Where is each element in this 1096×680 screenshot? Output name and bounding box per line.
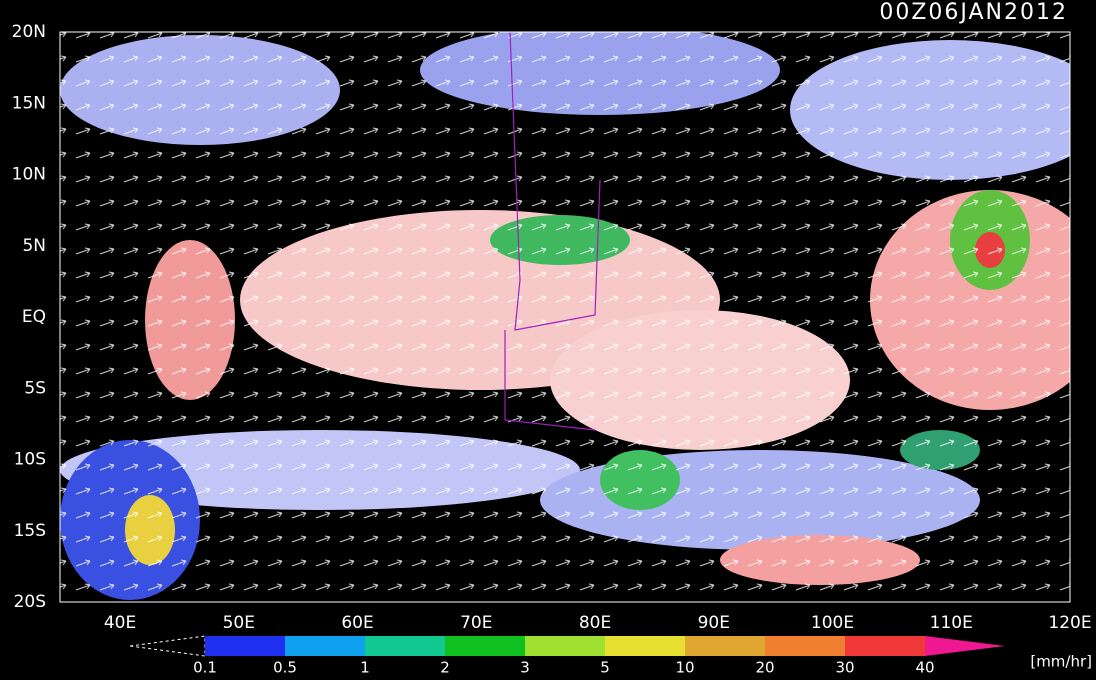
lat-label: 10N bbox=[12, 165, 46, 185]
colorbar-label: 0.5 bbox=[273, 659, 297, 677]
colorbar-label: 10 bbox=[675, 659, 694, 677]
lon-label: 100E bbox=[811, 613, 854, 633]
colorbar-segment bbox=[525, 636, 605, 656]
lon-axis: 40E 50E 60E 70E 80E 90E 100E 110E 120E bbox=[104, 613, 1092, 633]
colorbar-unit: [mm/hr] bbox=[1030, 653, 1092, 671]
colorbar-segment bbox=[685, 636, 765, 656]
colorbar-label: 0.1 bbox=[193, 659, 217, 677]
colorbar-segment bbox=[445, 636, 525, 656]
lat-label: 5N bbox=[22, 236, 46, 256]
colorbar-segment bbox=[365, 636, 445, 656]
colorbar-segment bbox=[765, 636, 845, 656]
lon-label: 60E bbox=[341, 613, 373, 633]
plot-frame bbox=[59, 31, 1071, 603]
colorbar-segment bbox=[605, 636, 685, 656]
colorbar-label: 5 bbox=[600, 659, 610, 677]
lon-label: 70E bbox=[460, 613, 492, 633]
lat-label: 5S bbox=[24, 378, 46, 398]
lat-label: EQ bbox=[22, 307, 46, 327]
lon-label: 40E bbox=[104, 613, 136, 633]
colorbar-label: 30 bbox=[835, 659, 854, 677]
lon-label: 90E bbox=[698, 613, 730, 633]
colorbar-segment bbox=[845, 636, 925, 656]
colorbar-label: 20 bbox=[755, 659, 774, 677]
colorbar-label: 1 bbox=[360, 659, 370, 677]
lat-label: 15N bbox=[12, 93, 46, 113]
colorbar-over bbox=[925, 636, 1005, 656]
lon-label: 80E bbox=[579, 613, 611, 633]
colorbar-label: 2 bbox=[440, 659, 450, 677]
lat-label: 20S bbox=[14, 592, 46, 612]
colorbar-segment bbox=[285, 636, 365, 656]
lat-label: 15S bbox=[14, 521, 46, 541]
colorbar-label: 3 bbox=[520, 659, 530, 677]
colorbar-label: 40 bbox=[915, 659, 934, 677]
timestamp: 00Z06JAN2012 bbox=[879, 0, 1068, 25]
colorbar-segment bbox=[205, 636, 285, 656]
lon-label: 120E bbox=[1048, 613, 1091, 633]
lat-label: 10S bbox=[14, 450, 46, 470]
lat-axis: 20N 15N 10N 5N EQ 5S 10S 15S 20S bbox=[12, 22, 46, 612]
lon-label: 50E bbox=[223, 613, 255, 633]
lat-label: 20N bbox=[12, 22, 46, 42]
colorbar: 0.1 0.5 1 2 3 5 10 20 30 40 bbox=[129, 635, 1005, 677]
map-field bbox=[60, 32, 1070, 602]
lon-label: 110E bbox=[930, 613, 973, 633]
